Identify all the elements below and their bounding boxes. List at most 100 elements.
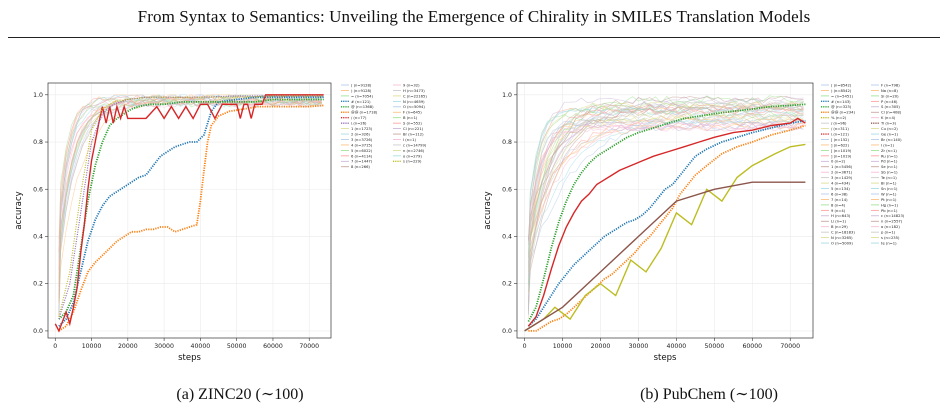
tick-labels: 0 10000 20000 30000 40000 50000 60000 70000 0.0 0…	[33, 92, 319, 350]
legend-item: Ge (n=1)	[871, 132, 899, 136]
legend-item: ] (n=1019)	[821, 154, 852, 158]
series-line-4	[58, 95, 324, 320]
legend-label: Cl (n=221)	[403, 127, 424, 131]
legend-item: Cu (n=2)	[871, 127, 898, 131]
series-line-1	[528, 124, 806, 332]
legend-label: p (n=1)	[881, 231, 896, 235]
legend-item: Li (n=1)	[821, 220, 846, 224]
legend-label: @@ (n=234)	[831, 111, 855, 115]
plot-background	[48, 83, 331, 338]
legend-label: ) (n=8542)	[831, 89, 852, 93]
y-tick-label: 0.8	[33, 139, 43, 146]
plot-background	[517, 83, 813, 338]
legend-item: n (n=2746)	[393, 149, 425, 153]
legend-label: Hg (n=1)	[881, 203, 898, 207]
x-tick-label: 70000	[299, 343, 319, 350]
legend: ( (n=9128)) (n=9128)= (n=7054)# (n=121)@…	[341, 83, 427, 169]
faint-series-line	[528, 101, 804, 293]
legend-item: = (n=7054)	[341, 94, 374, 98]
legend-item: n (n=2557)	[871, 220, 903, 224]
series-line-5	[58, 95, 324, 317]
faint-series-line	[528, 112, 804, 258]
legend-item: @ (n=1368)	[341, 105, 374, 109]
legend-item: N (n=3265)	[821, 236, 853, 240]
legend-item: Pb (n=1)	[871, 209, 898, 213]
legend-label: ) (n=9128)	[351, 89, 372, 93]
legend-item: 3 (n=3726)	[341, 138, 373, 142]
x-tick-label: 50000	[704, 343, 724, 350]
plot-area	[48, 83, 331, 338]
legend-label: 0 (n=2)	[831, 160, 846, 164]
legend-item: S (n=305)	[871, 105, 900, 109]
legend-item: H (n=3473)	[393, 89, 425, 93]
legend-label: F (n=645)	[403, 111, 422, 115]
legend-item: W (n=1)	[871, 192, 897, 196]
legend-label: 4 (n=434)	[831, 182, 850, 186]
legend-label: 9 (n=4)	[831, 209, 846, 213]
legend-item: N (n=4659)	[393, 100, 425, 104]
axes-frame	[516, 82, 814, 339]
y-tick-label: 1.0	[33, 92, 43, 99]
legend-item: Cl (n=408)	[871, 111, 902, 115]
legend-item: Hg (n=1)	[871, 203, 898, 207]
legend: ( (n=8542)) (n=8542)= (n=5451)# (n=143)@…	[821, 83, 905, 245]
legend-label: Li (n=1)	[831, 220, 846, 224]
series-line-4	[524, 143, 806, 332]
legend-item: \ (n=121)	[821, 132, 849, 136]
y-tick-label: 0.6	[33, 186, 43, 193]
page-header: From Syntax to Semantics: Unveiling the …	[0, 0, 948, 40]
legend-label: % (n=2)	[831, 116, 847, 120]
legend-label: 3 (n=1429)	[831, 176, 853, 180]
legend-label: c (n=14799)	[403, 143, 427, 147]
legend-label: te (n=1)	[881, 241, 897, 245]
legend-label: Pd (n=1)	[881, 160, 898, 164]
legend-item: Cl (n=221)	[393, 127, 424, 131]
faint-series-line	[528, 112, 804, 314]
legend-item: @@ (n=234)	[821, 111, 855, 115]
legend-item: 9 (n=32)	[393, 83, 420, 87]
faint-series-line	[58, 97, 322, 299]
legend-item: Zr (n=1)	[871, 149, 897, 153]
legend-label: 6 (n=38)	[831, 192, 848, 196]
legend-label: Br (n=112)	[403, 132, 424, 136]
caption-pubchem: (b) PubChem (∼100)	[640, 386, 778, 403]
x-tick-label: 70000	[780, 343, 800, 350]
faint-series-line	[528, 123, 804, 309]
legend-item: @ (n=323)	[821, 105, 852, 109]
y-tick-label: 0.8	[502, 139, 512, 146]
legend-label: H (n=3473)	[403, 89, 425, 93]
legend-item: Br (n=112)	[393, 132, 424, 136]
legend-item: O (n=5009)	[821, 241, 853, 245]
legend-item: 1 (n=5456)	[821, 165, 853, 169]
legend-item: [ (n=1019)	[821, 149, 852, 153]
series-line-2	[58, 98, 324, 320]
legend-item: I (n=1)	[871, 143, 894, 147]
legend-label: ( (n=9128)	[351, 83, 372, 87]
legend-label: Pt (n=1)	[881, 198, 897, 202]
legend-label: [ (n=152)	[831, 138, 850, 142]
legend-item: 2 (n=326)	[341, 132, 370, 136]
legend-item: 4 (n=3715)	[341, 143, 373, 147]
legend-label: Ge (n=1)	[881, 132, 899, 136]
y-tick-label: 1.0	[502, 92, 512, 99]
legend-item: / (n=96)	[821, 122, 847, 126]
x-tick-label: 50000	[227, 343, 247, 350]
legend-label: ] (n=1019)	[831, 154, 852, 158]
legend-item: B (n=1)	[393, 116, 418, 120]
faint-series-line	[528, 100, 804, 241]
legend-item: Na (n=8)	[871, 89, 898, 93]
legend-label: Br (n=140)	[881, 138, 902, 142]
legend-label: W (n=1)	[881, 192, 897, 196]
legend-item: B (n=29)	[821, 225, 848, 229]
y-tick-label: 0.0	[33, 328, 43, 335]
legend-label: = (n=7054)	[351, 94, 374, 98]
legend-item: ) (n=9128)	[341, 89, 372, 93]
legend-label: Zr (n=1)	[881, 149, 897, 153]
legend-item: 0 (n=2)	[821, 160, 846, 164]
y-tick-label: 0.2	[33, 281, 43, 288]
legend-label: P (n=46)	[881, 100, 898, 104]
legend-label: / (n=77)	[351, 116, 367, 120]
highlight-series-group	[54, 94, 324, 333]
legend-label: K (n=4)	[881, 116, 896, 120]
legend-label: / (n=96)	[831, 122, 847, 126]
